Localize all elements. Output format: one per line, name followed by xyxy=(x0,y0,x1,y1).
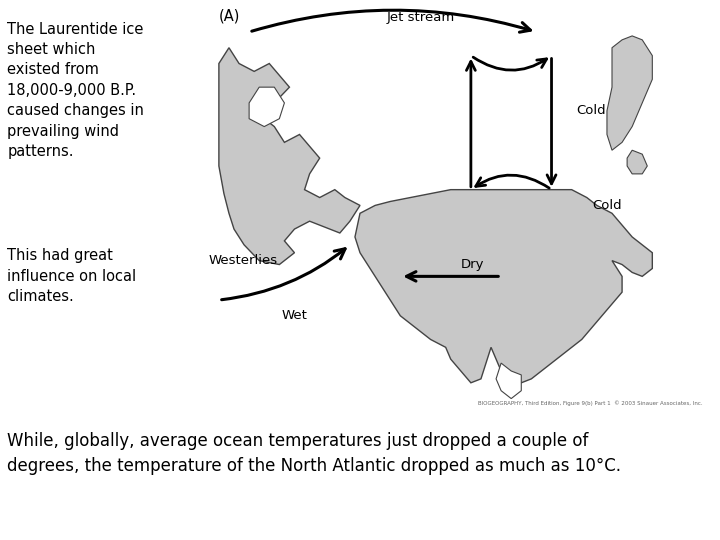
Polygon shape xyxy=(355,190,652,383)
Text: Wet: Wet xyxy=(282,309,307,322)
Text: Cold: Cold xyxy=(592,199,621,212)
Text: (A): (A) xyxy=(219,8,240,23)
Text: Cold: Cold xyxy=(577,104,606,117)
Text: Dry: Dry xyxy=(461,258,485,271)
Polygon shape xyxy=(219,48,360,265)
Text: Jet stream: Jet stream xyxy=(387,11,454,24)
Polygon shape xyxy=(607,36,652,150)
Text: This had great
influence on local
climates.: This had great influence on local climat… xyxy=(7,248,136,304)
Polygon shape xyxy=(249,87,284,126)
Polygon shape xyxy=(627,150,647,174)
Text: While, globally, average ocean temperatures just dropped a couple of
degrees, th: While, globally, average ocean temperatu… xyxy=(7,432,621,475)
Text: The Laurentide ice
sheet which
existed from
18,000-9,000 B.P.
caused changes in
: The Laurentide ice sheet which existed f… xyxy=(7,22,144,159)
Text: BIOGEOGRAPHY, Third Edition, Figure 9(b) Part 1  © 2003 Sinauer Associates, Inc.: BIOGEOGRAPHY, Third Edition, Figure 9(b)… xyxy=(478,401,703,407)
Polygon shape xyxy=(496,363,521,399)
Text: Westerlies: Westerlies xyxy=(209,254,278,267)
